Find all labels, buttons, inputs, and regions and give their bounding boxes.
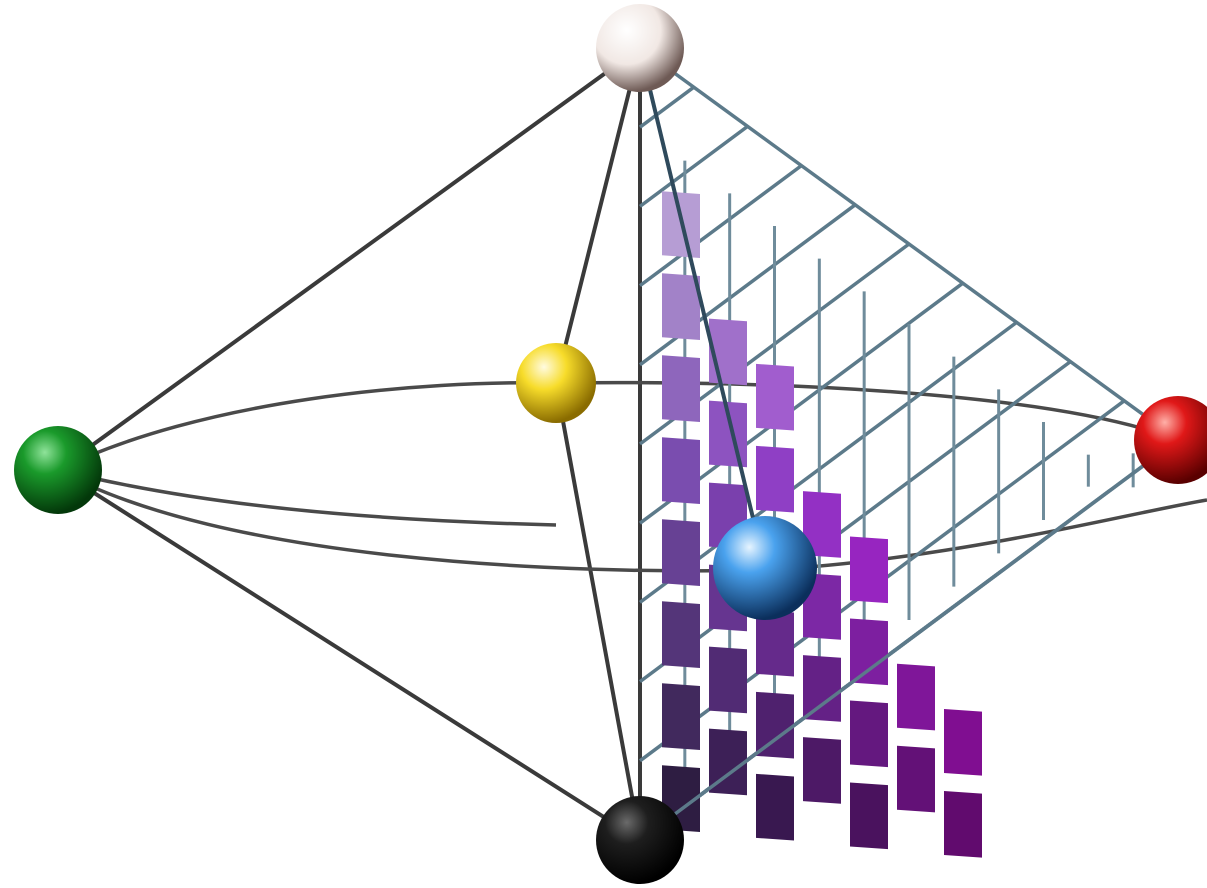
color-swatch (756, 609, 794, 677)
edge-white-green (56, 46, 642, 472)
blue-sphere (713, 516, 817, 620)
edge-white-yellow (554, 46, 642, 385)
color-swatch (944, 709, 982, 776)
color-swatch (662, 519, 700, 586)
color-swatch (897, 663, 935, 731)
color-swatch (709, 646, 747, 714)
white-sphere (596, 4, 684, 92)
color-swatch (756, 445, 794, 513)
black-sphere (596, 796, 684, 884)
grid-line-horizontal (638, 85, 695, 129)
edge-white-blue (638, 46, 767, 570)
red-sphere (1134, 396, 1207, 484)
color-swatch (662, 601, 700, 668)
color-swatch (850, 618, 888, 686)
outer-edges (56, 46, 642, 842)
spheres (14, 4, 1207, 884)
equator-arc-front-right (764, 498, 1207, 572)
equator-arc-back (57, 380, 557, 472)
color-swatch (662, 683, 700, 750)
equator-arc-inner (57, 468, 557, 527)
color-swatch (850, 536, 888, 604)
color-swatch (662, 273, 700, 340)
color-swatch (850, 782, 888, 850)
edge-white-red (638, 46, 1180, 442)
color-swatch (709, 728, 747, 796)
green-sphere (14, 426, 102, 514)
color-swatch (897, 745, 935, 813)
swatch-grid (662, 191, 982, 858)
front-edges (638, 46, 1180, 842)
color-swatch (756, 691, 794, 759)
color-swatch (803, 737, 841, 804)
edge-green-black (56, 468, 642, 842)
equator-arcs (57, 380, 1207, 573)
color-swatch (944, 791, 982, 858)
color-swatch (756, 363, 794, 431)
color-swatch (803, 655, 841, 722)
color-swatch (662, 437, 700, 504)
edge-yellow-black (554, 381, 642, 842)
color-swatch (850, 700, 888, 768)
grid-line-horizontal (638, 164, 803, 288)
color-swatch (803, 491, 841, 558)
equator-arc-back-right (555, 380, 1179, 442)
color-swatch (662, 355, 700, 422)
edge-black-red (638, 438, 1180, 842)
yellow-sphere (516, 343, 596, 423)
grid-line-horizontal (638, 124, 749, 208)
color-swatch (803, 573, 841, 640)
color-swatch (756, 773, 794, 841)
